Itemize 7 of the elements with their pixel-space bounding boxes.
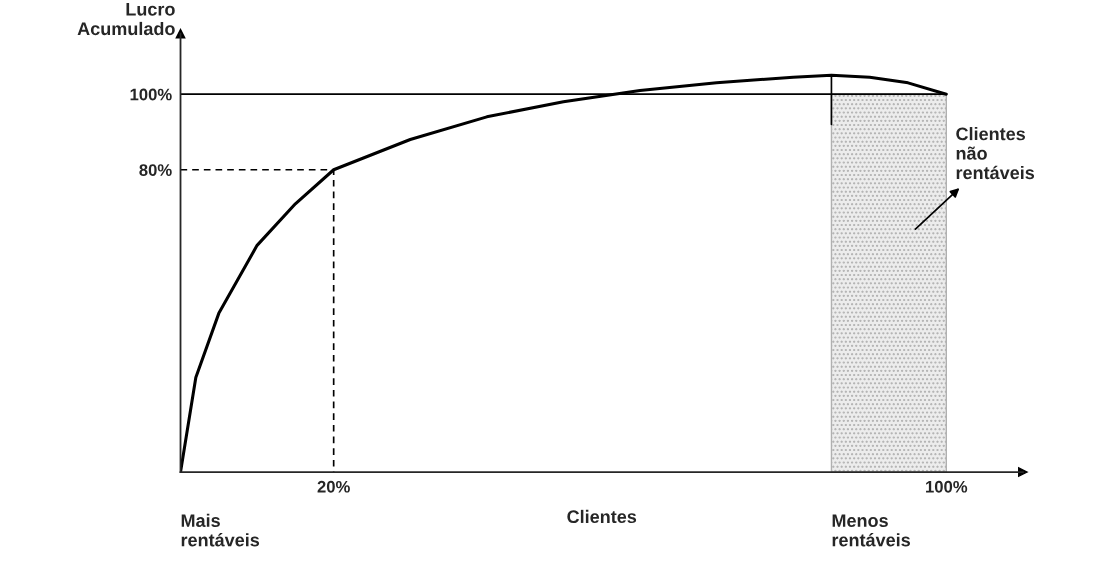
x-axis-title: Clientes	[567, 509, 637, 524]
y-axis-title: Lucro Acumulado	[77, 3, 175, 36]
x-tick-label: 20%	[317, 480, 350, 493]
annotation: Mais rentáveis	[181, 513, 260, 547]
y-tick-label: 80%	[139, 164, 172, 176]
annotation: Menos rentáveis	[832, 514, 910, 547]
annotation: Clientes não rentáveis	[956, 127, 1035, 180]
